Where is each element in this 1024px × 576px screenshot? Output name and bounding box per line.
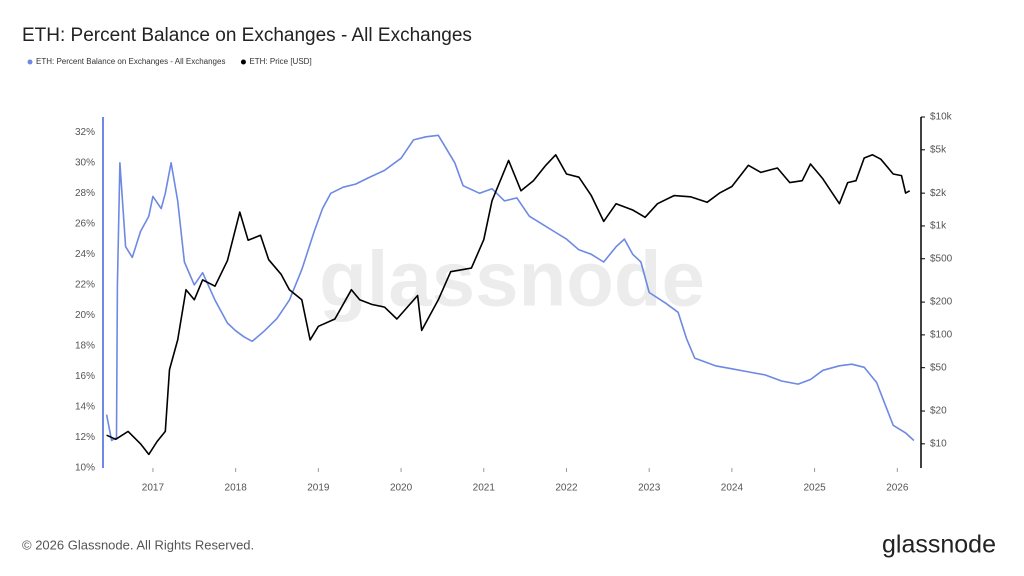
y-tick-label: 24%	[75, 249, 95, 260]
y-tick-label: 12%	[75, 432, 95, 443]
y-tick-label: 16%	[75, 371, 95, 382]
copyright: © 2026 Glassnode. All Rights Reserved.	[22, 537, 254, 552]
x-tick-label: 2021	[473, 483, 496, 494]
y2-tick-label: $100	[930, 330, 953, 341]
x-tick-label: 2017	[142, 483, 165, 494]
chart-title: ETH: Percent Balance on Exchanges - All …	[22, 25, 472, 46]
y-tick-label: 28%	[75, 188, 95, 199]
y2-tick-label: $10k	[930, 112, 953, 123]
x-tick-label: 2023	[638, 483, 661, 494]
legend-marker	[27, 59, 33, 65]
y-tick-label: 30%	[75, 157, 95, 168]
legend-label: ETH: Price [USD]	[249, 57, 311, 66]
x-tick-label: 2018	[225, 483, 248, 494]
y2-tick-label: $20	[930, 406, 947, 417]
y-tick-label: 22%	[75, 280, 95, 291]
y2-tick-label: $10	[930, 438, 947, 449]
y2-tick-label: $200	[930, 297, 953, 308]
y-tick-label: 14%	[75, 402, 95, 413]
y2-tick-label: $2k	[930, 188, 947, 199]
x-tick-label: 2025	[803, 483, 826, 494]
legend-label: ETH: Percent Balance on Exchanges - All …	[36, 57, 225, 66]
series-line	[106, 154, 911, 456]
x-tick-label: 2019	[307, 483, 330, 494]
y2-tick-label: $500	[930, 253, 953, 264]
series-line	[105, 134, 915, 442]
y-tick-label: 26%	[75, 218, 95, 229]
watermark: glassnode	[319, 235, 705, 323]
y-tick-label: 20%	[75, 310, 95, 321]
legend-marker	[240, 59, 246, 65]
y2-tick-label: $1k	[930, 221, 947, 232]
y2-tick-label: $5k	[930, 144, 947, 155]
logo: glassnode	[882, 531, 996, 559]
y-tick-label: 32%	[75, 127, 95, 138]
y2-tick-label: $50	[930, 362, 947, 373]
x-tick-label: 2026	[886, 483, 909, 494]
y-tick-label: 10%	[75, 463, 95, 474]
x-tick-label: 2020	[390, 483, 413, 494]
x-tick-label: 2022	[555, 483, 578, 494]
x-tick-label: 2024	[721, 483, 744, 494]
y-tick-label: 18%	[75, 341, 95, 352]
